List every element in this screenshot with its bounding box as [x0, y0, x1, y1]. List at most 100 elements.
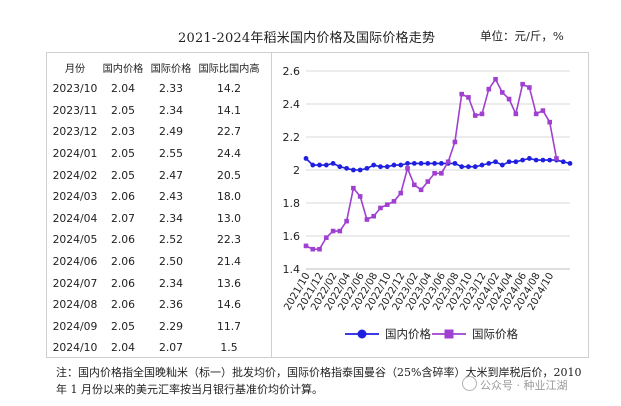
- header-international: 国际价格: [150, 64, 192, 75]
- data-point-international: [344, 218, 349, 224]
- cell-international: 2.43: [158, 190, 184, 204]
- header-month: 月份: [64, 64, 86, 75]
- cell-month: 2024/08: [52, 298, 98, 312]
- data-point-international: [310, 246, 316, 252]
- price-table-panel: 月份 国内价格 国际价格 国际比国内高 2023/10 2.04 2.33 14.2 2…: [46, 52, 272, 358]
- legend-marker-international: [444, 329, 454, 339]
- y-tick-label: 2.2: [283, 131, 301, 144]
- price-table: 月份 国内价格 国际价格 国际比国内高 2023/10 2.04 2.33 14.2 2…: [49, 57, 261, 359]
- data-point-domestic: [364, 165, 370, 171]
- chart-title: 2021-2024年稻米国内价格及国际价格走势: [178, 31, 436, 46]
- y-tick-label: 2.6: [283, 65, 301, 78]
- y-tick-label: 1.6: [283, 230, 301, 243]
- cell-domestic: 2.03: [110, 125, 136, 139]
- data-point-domestic: [425, 161, 431, 166]
- data-point-domestic: [357, 167, 363, 173]
- cell-difference: 21.4: [216, 255, 242, 269]
- data-point-international: [303, 243, 309, 249]
- data-point-domestic: [310, 162, 316, 168]
- cell-international: 2.55: [158, 147, 184, 161]
- series-line-domestic: [305, 157, 571, 171]
- series-line-international: [305, 77, 558, 250]
- data-point-domestic: [398, 162, 404, 168]
- y-tick-label: 2: [293, 164, 300, 177]
- cell-difference: 20.5: [216, 168, 242, 182]
- data-point-domestic: [547, 157, 553, 163]
- cell-difference: 13.0: [216, 211, 242, 225]
- data-point-international: [479, 111, 485, 117]
- cell-domestic: 2.06: [110, 298, 136, 312]
- cell-domestic: 2.05: [110, 319, 136, 333]
- data-point-domestic: [533, 157, 539, 163]
- wechat-icon: [462, 376, 477, 391]
- data-point-domestic: [391, 162, 397, 168]
- cell-month: 2024/04: [52, 211, 98, 225]
- data-point-international: [398, 190, 404, 196]
- cell-month: 2024/03: [52, 190, 98, 204]
- data-point-domestic: [371, 162, 377, 168]
- table-row: 2023/12 2.03 2.49 22.7: [49, 121, 261, 143]
- cell-domestic: 2.05: [110, 168, 136, 182]
- data-point-international: [540, 108, 546, 113]
- data-point-domestic: [418, 161, 424, 166]
- cell-international: 2.29: [158, 319, 184, 333]
- cell-domestic: 2.06: [110, 255, 136, 269]
- data-point-domestic: [499, 162, 505, 168]
- unit-label: 单位：元/斤，%: [480, 29, 564, 43]
- table-row: 2024/10 2.04 2.07 1.5: [49, 337, 261, 359]
- data-point-international: [486, 86, 492, 92]
- data-point-international: [493, 76, 498, 82]
- cell-international: 2.50: [158, 255, 184, 269]
- data-point-international: [439, 171, 444, 176]
- cell-international: 2.47: [158, 168, 184, 182]
- data-point-domestic: [438, 161, 444, 166]
- cell-difference: 14.6: [216, 298, 242, 312]
- table-header-row: 月份 国内价格 国际价格 国际比国内高: [49, 57, 261, 78]
- data-point-domestic: [567, 161, 573, 166]
- cell-difference: 18.0: [216, 190, 242, 204]
- cell-domestic: 2.05: [110, 147, 136, 161]
- table-body: 2023/10 2.04 2.33 14.2 2023/11 2.05 2.34 14.1 20…: [49, 78, 261, 359]
- data-point-domestic: [466, 164, 471, 170]
- cell-international: 2.52: [158, 233, 184, 247]
- table-row: 2024/03 2.06 2.43 18.0: [49, 186, 261, 208]
- cell-difference: 14.2: [216, 82, 242, 96]
- data-point-international: [378, 205, 383, 211]
- data-point-international: [520, 81, 525, 87]
- data-point-international: [445, 159, 451, 165]
- data-point-international: [371, 213, 376, 219]
- table-row: 2024/05 2.06 2.52 22.3: [49, 229, 261, 251]
- chart-panel: 1.4 1.6 1.8 2 2.2 2.4 2.6 2021/10 2021/12 2022/02…: [270, 52, 589, 358]
- table-row: 2024/08 2.06 2.36 14.6: [49, 294, 261, 316]
- data-point-international: [547, 119, 552, 125]
- table-row: 2024/07 2.06 2.34 13.6: [49, 272, 261, 294]
- table-row: 2024/06 2.06 2.50 21.4: [49, 251, 261, 273]
- data-point-international: [425, 179, 431, 184]
- data-point-international: [384, 202, 390, 207]
- data-point-international: [364, 217, 370, 222]
- data-point-domestic: [452, 161, 458, 166]
- data-point-international: [337, 228, 343, 234]
- data-point-international: [317, 246, 322, 252]
- table-row: 2024/09 2.05 2.29 11.7: [49, 316, 261, 338]
- cell-month: 2023/11: [52, 103, 98, 117]
- cell-domestic: 2.04: [110, 82, 136, 96]
- cell-difference: 13.6: [216, 276, 242, 290]
- data-point-domestic: [378, 164, 383, 170]
- cell-international: 2.34: [158, 276, 184, 290]
- cell-domestic: 2.04: [110, 341, 136, 355]
- data-point-international: [472, 113, 478, 118]
- data-point-domestic: [560, 159, 566, 165]
- cell-domestic: 2.06: [110, 233, 136, 247]
- y-tick-label: 1.4: [283, 263, 301, 276]
- y-tick-label: 1.8: [283, 197, 301, 210]
- data-point-domestic: [384, 164, 390, 170]
- legend-label-international: 国际价格: [472, 327, 518, 341]
- data-point-international: [418, 187, 424, 193]
- cell-month: 2023/12: [52, 125, 98, 139]
- data-point-international: [506, 96, 512, 102]
- data-point-domestic: [493, 159, 498, 165]
- data-point-domestic: [540, 157, 546, 163]
- data-point-domestic: [411, 161, 417, 166]
- cell-international: 2.07: [158, 341, 184, 355]
